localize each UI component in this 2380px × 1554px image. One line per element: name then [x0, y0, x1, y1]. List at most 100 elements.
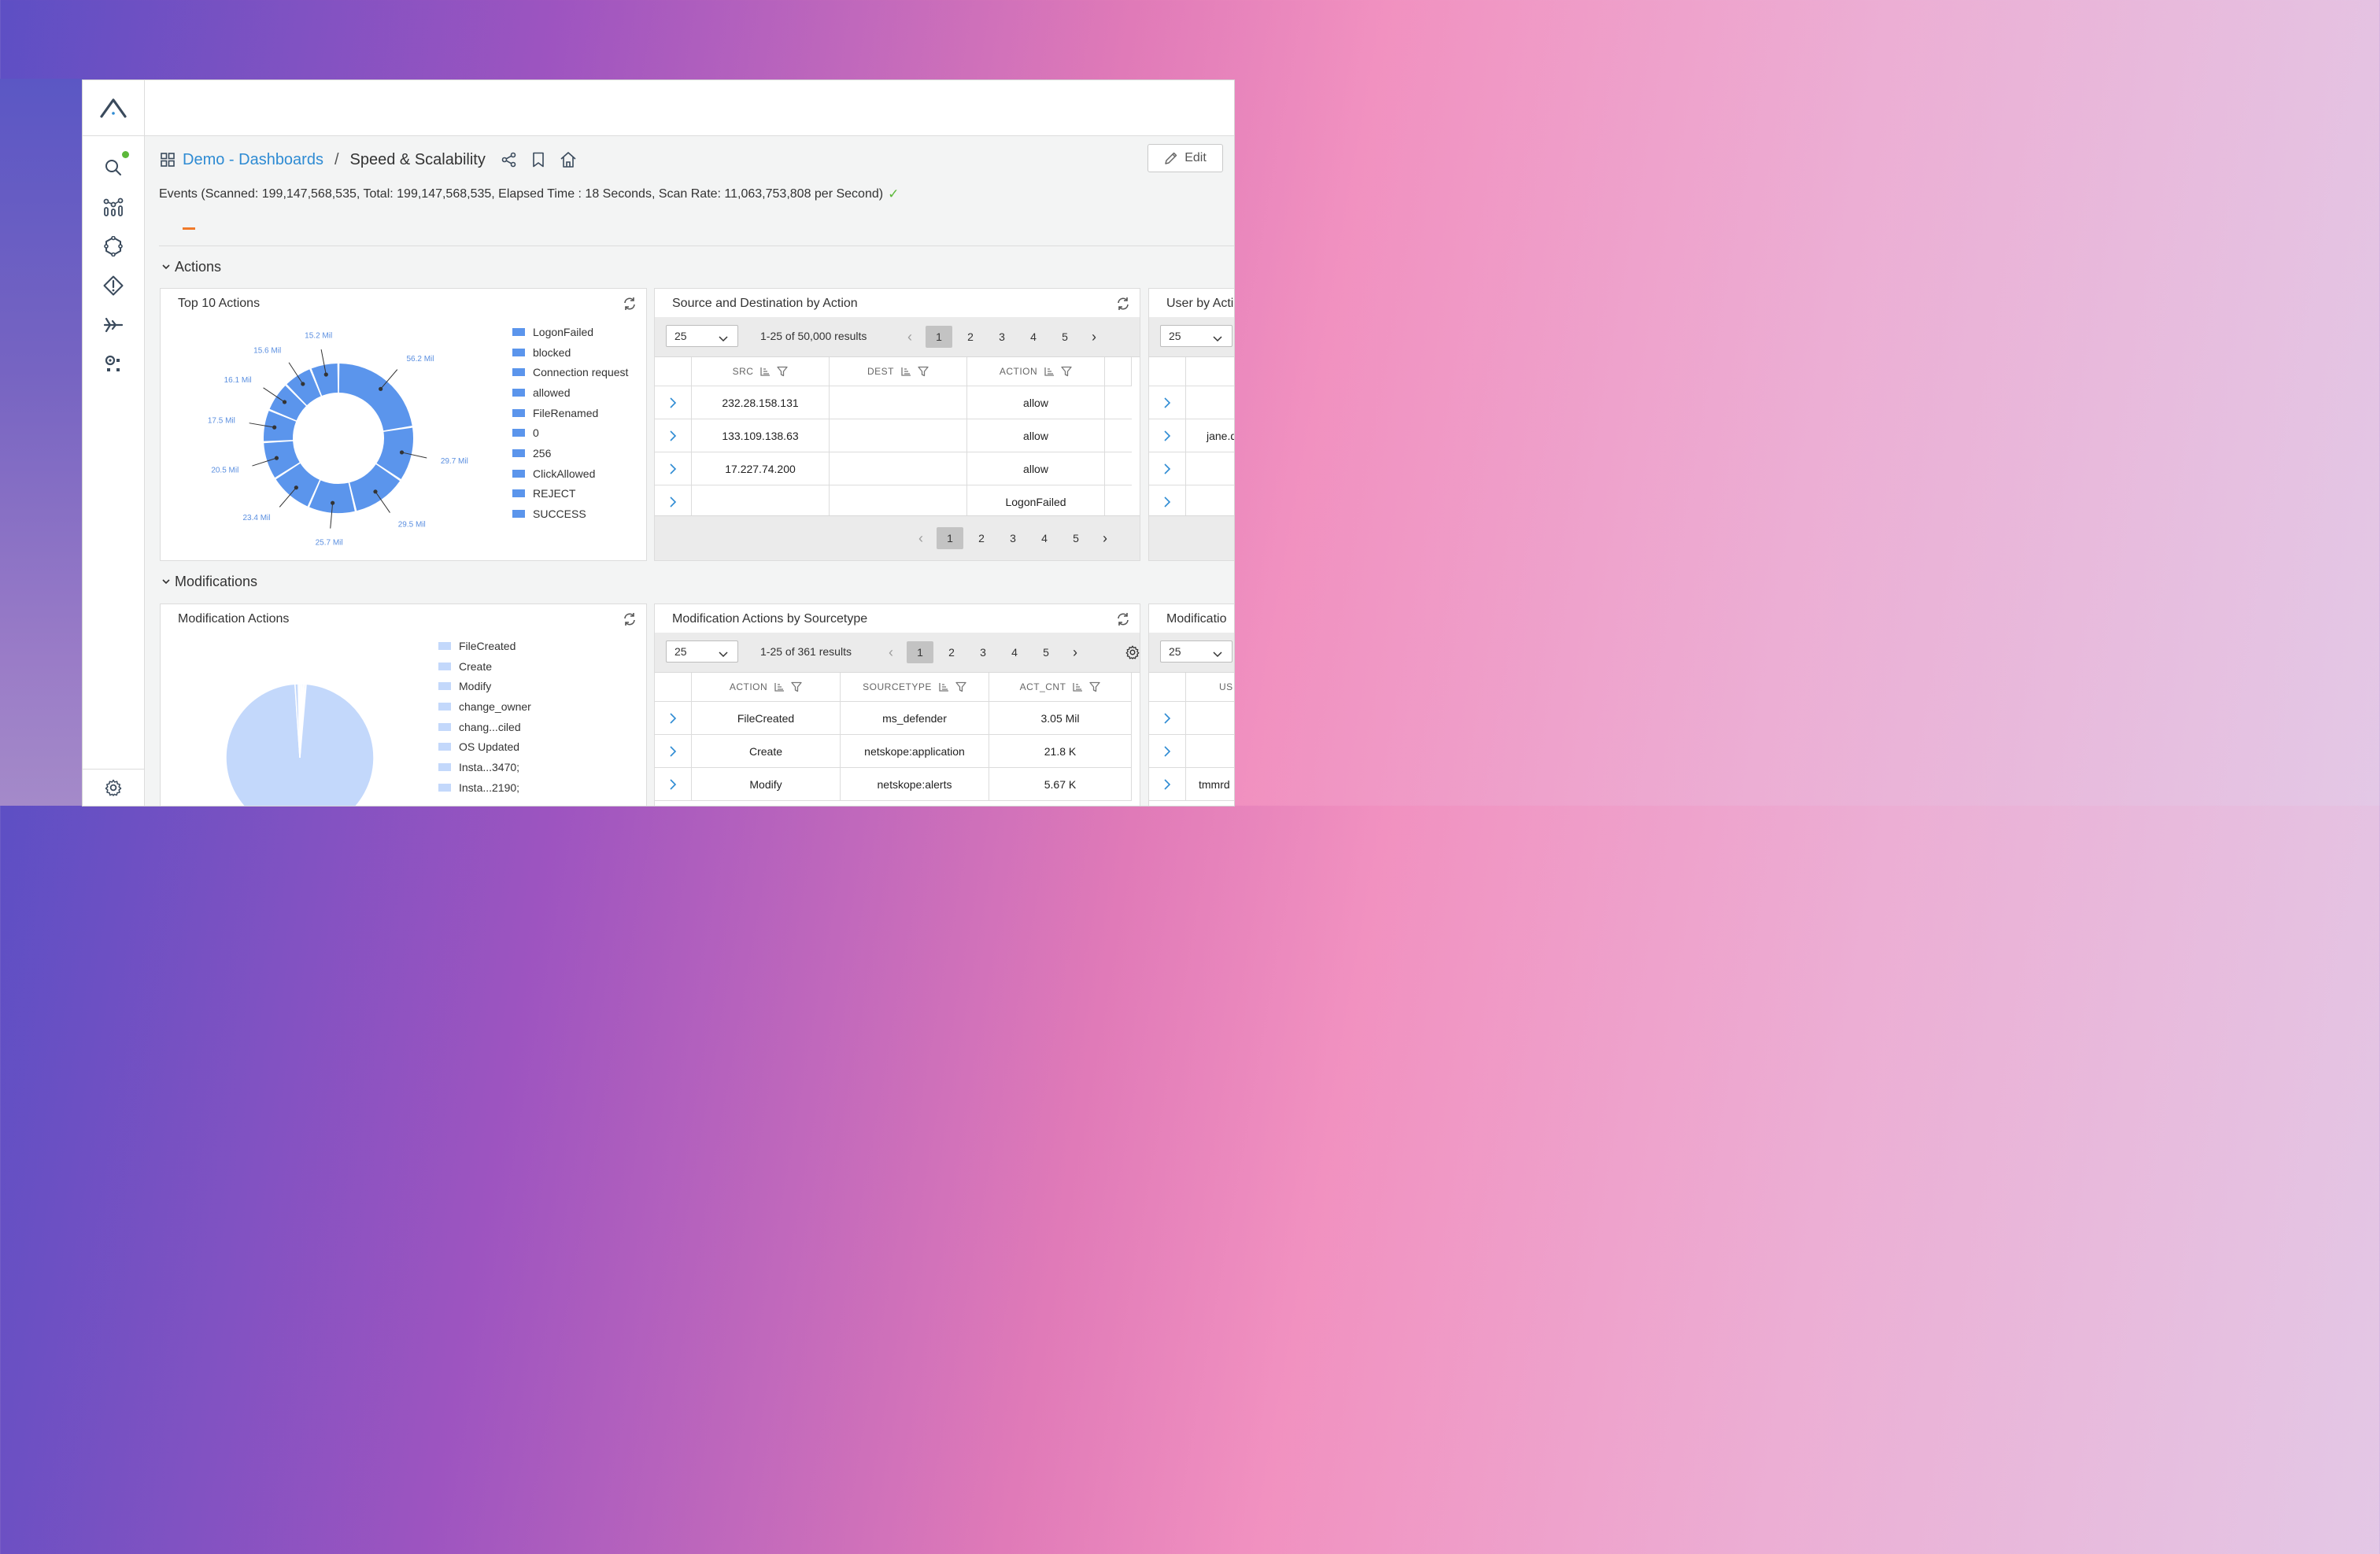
alert-icon[interactable] — [98, 271, 128, 301]
page-button[interactable]: 4 — [1030, 330, 1037, 343]
page-button[interactable]: 5 — [1062, 330, 1068, 343]
flight-icon[interactable] — [98, 310, 128, 340]
integrations-icon[interactable] — [98, 231, 128, 261]
expand-row-icon[interactable] — [655, 735, 692, 767]
section-actions-header[interactable]: Actions — [162, 259, 221, 275]
table-settings-icon[interactable] — [1125, 645, 1140, 663]
table-row[interactable]: LogonFailed — [655, 485, 1132, 519]
prev-page-icon[interactable]: ‹ — [918, 530, 923, 546]
column-header-user[interactable]: U — [1186, 357, 1234, 386]
column-header-src[interactable]: SRC — [692, 357, 830, 386]
sort-icon[interactable] — [759, 366, 771, 377]
filter-icon[interactable] — [955, 681, 966, 692]
sort-icon[interactable] — [1044, 366, 1055, 377]
sort-icon[interactable] — [900, 366, 911, 377]
filter-icon[interactable] — [1089, 681, 1101, 692]
table-row[interactable] — [1149, 452, 1234, 485]
table-row[interactable] — [1149, 735, 1234, 768]
expand-row-icon[interactable] — [655, 702, 692, 734]
filter-icon[interactable] — [1061, 366, 1072, 377]
top10-legend-item[interactable]: allowed — [512, 382, 628, 403]
top10-legend-item[interactable]: LogonFailed — [512, 322, 628, 342]
table-row[interactable]: Modify netskope:alerts 5.67 K — [655, 768, 1132, 801]
column-header-user[interactable]: US — [1186, 673, 1234, 702]
settings-apps-icon[interactable] — [98, 349, 128, 379]
page-button[interactable]: 3 — [1010, 532, 1016, 544]
top10-legend-item[interactable]: SUCCESS — [512, 504, 628, 524]
search-icon[interactable] — [98, 153, 128, 183]
table-row[interactable]: tmmrd — [1149, 768, 1234, 801]
dashboards-grid-icon[interactable] — [161, 153, 175, 167]
refresh-icon[interactable] — [623, 297, 637, 315]
column-header-action[interactable]: ACTION — [967, 357, 1105, 386]
column-header-action[interactable]: ACTION — [692, 673, 841, 702]
modification-legend-item[interactable]: FileCreated — [438, 636, 531, 656]
sort-icon[interactable] — [1072, 681, 1083, 692]
settings-gear-icon[interactable] — [83, 769, 144, 806]
page-button[interactable]: 3 — [980, 646, 986, 659]
table-row[interactable]: jane.d — [1149, 419, 1234, 452]
expand-row-icon[interactable] — [1149, 735, 1186, 767]
top10-legend-item[interactable]: 256 — [512, 443, 628, 463]
top10-legend-item[interactable]: Connection request — [512, 362, 628, 382]
top10-legend-item[interactable]: REJECT — [512, 484, 628, 504]
table-row[interactable] — [1149, 386, 1234, 419]
table-row[interactable] — [1149, 702, 1234, 735]
page-button[interactable]: 1 — [937, 527, 963, 549]
expand-row-icon[interactable] — [1149, 702, 1186, 734]
page-button[interactable]: 4 — [1041, 532, 1048, 544]
page-button[interactable]: 2 — [978, 532, 985, 544]
page-size-select[interactable]: 25 — [1160, 325, 1232, 347]
refresh-icon[interactable] — [623, 612, 637, 630]
table-row[interactable] — [1149, 485, 1234, 519]
page-button[interactable]: 2 — [948, 646, 955, 659]
expand-row-icon[interactable] — [1149, 768, 1186, 800]
section-modifications-header[interactable]: Modifications — [162, 574, 257, 590]
home-icon[interactable] — [560, 151, 577, 168]
table-row[interactable]: 133.109.138.63 allow — [655, 419, 1132, 452]
top10-legend-item[interactable]: blocked — [512, 342, 628, 363]
app-logo[interactable] — [83, 80, 144, 136]
expand-row-icon[interactable] — [655, 452, 692, 485]
top10-legend-item[interactable]: ClickAllowed — [512, 463, 628, 484]
modification-legend-item[interactable]: Modify — [438, 676, 531, 696]
expand-row-icon[interactable] — [1149, 452, 1186, 485]
dashboards-icon[interactable] — [98, 192, 128, 222]
breadcrumb-parent-link[interactable]: Demo - Dashboards — [183, 150, 323, 168]
column-header-act-cnt[interactable]: ACT_CNT — [989, 673, 1132, 702]
expand-row-icon[interactable] — [655, 386, 692, 419]
refresh-icon[interactable] — [1116, 297, 1130, 315]
table-row[interactable]: Create netskope:application 21.8 K — [655, 735, 1132, 768]
filter-icon[interactable] — [918, 366, 929, 377]
bookmark-icon[interactable] — [531, 152, 545, 168]
page-button[interactable]: 4 — [1011, 646, 1018, 659]
expand-row-icon[interactable] — [655, 419, 692, 452]
modification-legend-item[interactable]: Insta...3470; — [438, 757, 531, 777]
page-button[interactable]: 1 — [926, 326, 952, 348]
table-row[interactable]: FileCreated ms_defender 3.05 Mil — [655, 702, 1132, 735]
column-header-dest[interactable]: DEST — [830, 357, 967, 386]
expand-row-icon[interactable] — [655, 485, 692, 518]
page-size-select[interactable]: 25 — [1160, 640, 1232, 663]
sort-icon[interactable] — [938, 681, 949, 692]
page-size-select[interactable]: 25 — [666, 640, 738, 663]
top10-legend-item[interactable]: 0 — [512, 423, 628, 443]
page-button[interactable]: 3 — [999, 330, 1005, 343]
column-header-sourcetype[interactable]: SOURCETYPE — [841, 673, 989, 702]
expand-row-icon[interactable] — [1149, 419, 1186, 452]
modification-legend-item[interactable]: Insta...2190; — [438, 777, 531, 798]
page-button[interactable]: 1 — [907, 641, 933, 663]
prev-page-icon[interactable]: ‹ — [907, 328, 912, 345]
next-page-icon[interactable]: › — [1073, 644, 1077, 660]
filter-icon[interactable] — [777, 366, 789, 377]
modification-legend-item[interactable]: Create — [438, 656, 531, 677]
expand-row-icon[interactable] — [655, 768, 692, 800]
prev-page-icon[interactable]: ‹ — [889, 644, 893, 660]
expand-row-icon[interactable] — [1149, 485, 1186, 518]
top10-legend-item[interactable]: FileRenamed — [512, 403, 628, 423]
modification-legend-item[interactable]: OS Updated — [438, 736, 531, 757]
edit-button[interactable]: Edit — [1148, 144, 1223, 172]
filter-icon[interactable] — [791, 681, 802, 692]
table-row[interactable]: 232.28.158.131 allow — [655, 386, 1132, 419]
modification-legend-item[interactable]: change_owner — [438, 696, 531, 717]
